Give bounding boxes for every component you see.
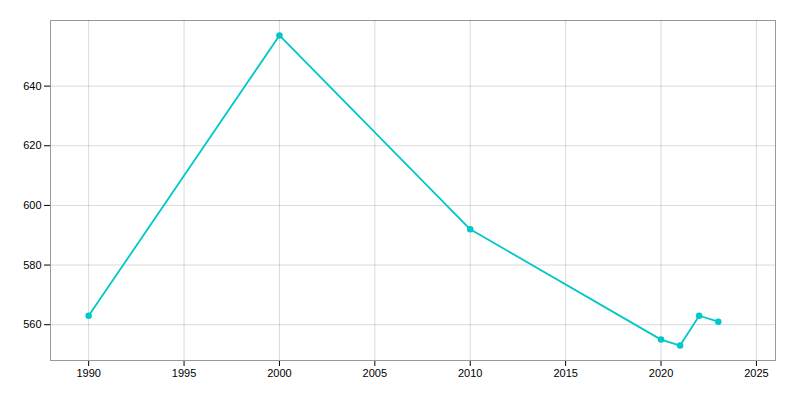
svg-text:2010: 2010: [458, 367, 482, 379]
svg-text:2000: 2000: [267, 367, 291, 379]
svg-text:560: 560: [23, 318, 41, 330]
svg-text:620: 620: [23, 139, 41, 151]
svg-text:580: 580: [23, 259, 41, 271]
svg-text:600: 600: [23, 199, 41, 211]
svg-text:2025: 2025: [744, 367, 768, 379]
svg-text:1990: 1990: [76, 367, 100, 379]
svg-text:640: 640: [23, 80, 41, 92]
svg-text:2020: 2020: [649, 367, 673, 379]
svg-text:1995: 1995: [172, 367, 196, 379]
svg-text:2005: 2005: [363, 367, 387, 379]
svg-text:2015: 2015: [553, 367, 577, 379]
